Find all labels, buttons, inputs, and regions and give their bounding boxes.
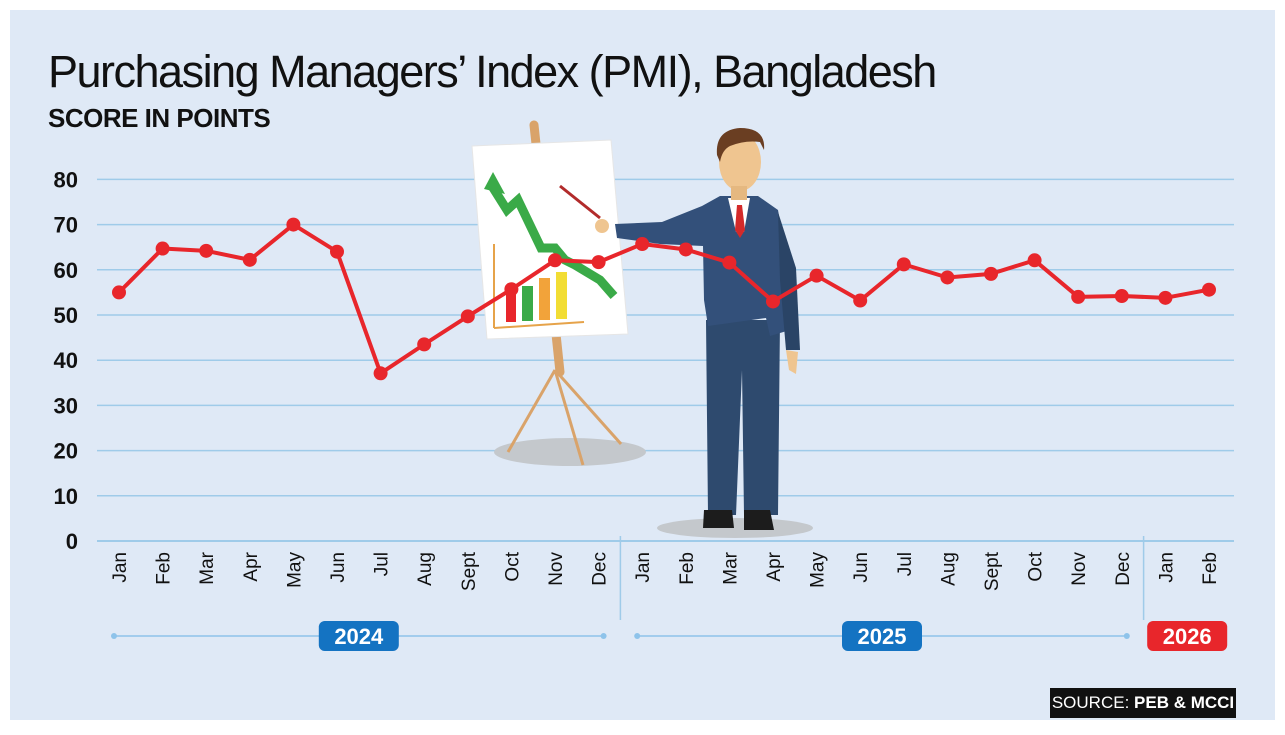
axes: 0 10 20 30 40 50 60 70 80 [54,167,1234,620]
x-tick-label: Mar [720,551,741,584]
year-label: 2024 [334,624,384,649]
x-tick-label: Feb [677,552,698,585]
x-tick-label: Sept [982,551,1003,591]
data-point [242,252,257,267]
x-axis-labels: Jan Feb Mar Apr May Jun Jul Aug Sept Oct Nov Dec Jan… [110,551,1221,591]
easel-board-icon [471,139,629,340]
x-tick-label: Sept [459,551,480,591]
data-point [1114,289,1129,304]
year-range-dot [1123,633,1130,639]
x-tick-label: Oct [1026,551,1047,581]
data-point [678,242,693,257]
year-range-dot [634,633,641,639]
x-tick-label: Nov [1069,552,1090,586]
year-groups: 2024 2025 2026 [111,621,1228,651]
data-point [1202,282,1216,297]
x-tick-label: Mar [197,551,218,584]
data-point [199,243,214,258]
data-point [722,255,737,270]
source-name: PEB & MCCI [1134,693,1235,712]
x-tick-label: May [808,552,829,588]
source-note: SOURCE: PEB & MCCI [1050,688,1236,718]
data-point [286,217,301,232]
data-point [1027,253,1042,268]
y-tick-label: 80 [54,167,78,192]
x-tick-label: Apr [241,551,262,581]
year-badge [842,621,922,651]
x-tick-label: Jan [633,552,654,583]
y-tick-label: 40 [54,348,78,373]
x-tick-label: Dec [1113,552,1134,586]
data-point [112,285,126,300]
x-tick-label: Feb [1200,552,1221,585]
x-tick-label: May [284,552,305,588]
y-tick-label: 0 [66,529,78,554]
x-tick-label: Jan [1156,552,1177,583]
data-point [460,309,475,324]
y-tick-label: 70 [54,213,78,238]
year-label: 2026 [1163,624,1212,649]
year-badge [1147,621,1228,651]
y-tick-label: 30 [54,393,78,418]
x-tick-label: Oct [502,551,523,581]
y-tick-label: 20 [54,439,78,464]
x-tick-label: Jun [328,552,349,583]
y-tick-label: 10 [54,484,78,509]
data-point [330,244,344,259]
x-tick-label: Jul [895,552,916,576]
data-point [155,241,170,256]
data-point [766,294,780,309]
chart-subtitle: SCORE IN POINTS [48,103,271,133]
x-tick-label: Jun [851,552,872,583]
x-tick-label: Jan [110,552,131,583]
x-tick-label: Aug [938,552,959,586]
year-label: 2025 [858,624,907,649]
y-tick-label: 60 [54,258,78,283]
data-point [504,282,519,297]
chart-panel [10,10,1275,720]
data-point [373,366,388,381]
series-pmi [112,217,1216,381]
series-line [117,222,1210,376]
grid-lines [97,178,1234,497]
year-range-dot [111,633,117,639]
chart-title: Purchasing Managers’ Index (PMI), Bangla… [48,46,937,97]
data-point [548,253,562,268]
x-tick-label: Apr [764,551,785,581]
presenter-icon [595,128,800,530]
x-tick-label: Nov [546,552,567,586]
year-range-dot [600,633,607,639]
source-prefix: SOURCE: [1051,693,1135,712]
y-tick-label: 50 [54,303,78,328]
data-point [809,268,824,283]
x-tick-label: Feb [154,552,175,585]
data-point [417,337,432,352]
year-badge [318,621,399,651]
data-point [896,257,911,272]
presenter-illustration [471,120,813,538]
data-point [635,237,650,252]
data-point [591,255,606,270]
data-point [1158,290,1173,305]
data-point [984,266,998,281]
x-tick-label: Jul [372,552,393,576]
data-point [1071,289,1086,304]
presenter-shadow [657,518,813,538]
easel-shadow [494,438,646,466]
x-tick-label: Aug [415,552,436,586]
data-point [940,270,955,285]
x-tick-label: Dec [590,552,611,586]
data-point [853,293,868,308]
